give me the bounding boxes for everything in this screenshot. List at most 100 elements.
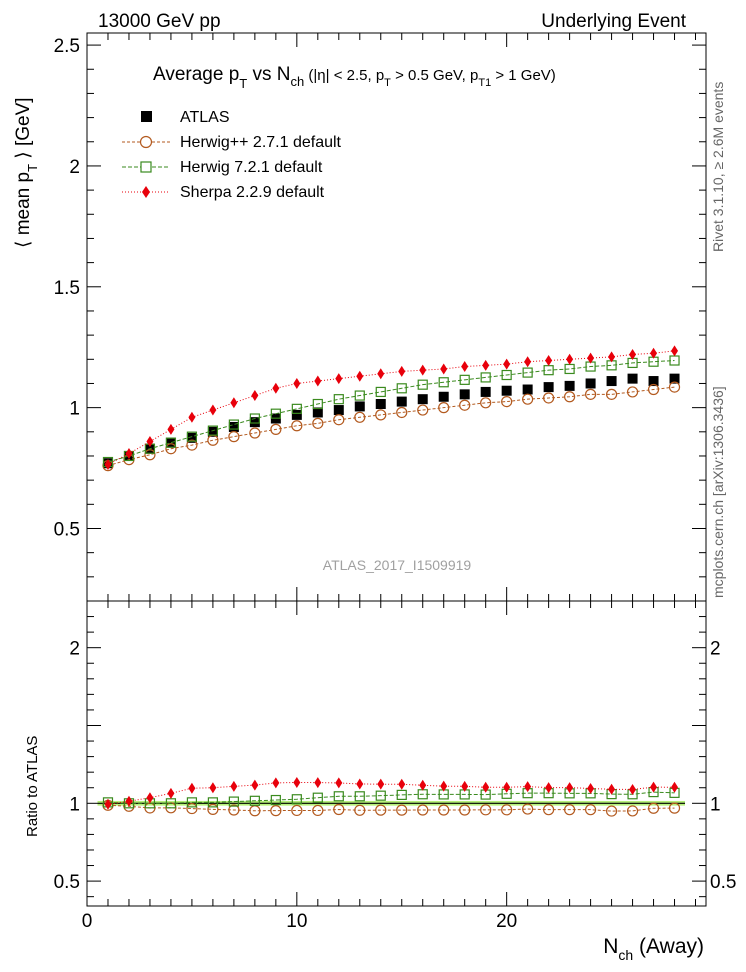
ratio-point-sherpa — [482, 781, 490, 793]
legend-marker-herwigpp — [139, 135, 153, 149]
ratio-line-herwig7 — [107, 791, 675, 804]
main-point-herwigpp — [186, 439, 198, 451]
main-point-atlas — [564, 380, 575, 391]
main-point-atlas — [417, 394, 428, 405]
ratio-point-herwigpp — [291, 804, 303, 817]
ratio-point-herwigpp — [480, 804, 492, 816]
ratio-point-sherpa — [314, 777, 322, 789]
ratio-point-sherpa — [650, 781, 658, 793]
header-category: Underlying Event — [541, 11, 686, 32]
ratio-line-sherpa — [107, 781, 675, 805]
main-point-herwigpp — [333, 414, 345, 426]
ratio-point-herwigpp — [668, 802, 681, 814]
main-y-tick-label: 0.5 — [54, 519, 80, 540]
main-point-sherpa — [104, 458, 112, 470]
main-point-atlas — [501, 385, 512, 396]
ratio-point-herwigpp — [584, 804, 597, 816]
ratio-point-sherpa — [167, 787, 175, 799]
main-point-herwigpp — [647, 383, 660, 396]
main-point-herwigpp — [417, 404, 429, 416]
x-tick-label: 10 — [286, 911, 307, 932]
x-tick-label: 0 — [82, 911, 93, 932]
x-tick-label: 20 — [496, 911, 517, 932]
ratio-y-tick-label: 2 — [69, 639, 80, 660]
analysis-watermark: ATLAS_2017_I1509919 — [323, 557, 472, 573]
ratio-point-sherpa — [125, 795, 133, 807]
main-point-sherpa — [587, 352, 595, 364]
ratio-point-sherpa — [377, 778, 385, 790]
main-point-herwig7 — [501, 369, 512, 381]
main-point-herwig7 — [312, 398, 323, 410]
main-point-atlas — [375, 399, 386, 410]
main-series-sherpa — [104, 345, 679, 470]
main-point-herwigpp — [480, 397, 492, 409]
ratio-point-herwigpp — [501, 804, 513, 816]
main-point-herwigpp — [459, 399, 471, 411]
main-point-atlas — [522, 384, 533, 395]
ratio-point-herwigpp — [459, 804, 471, 816]
ratio-point-sherpa — [419, 779, 427, 791]
ratio-point-sherpa — [209, 782, 217, 794]
plot-title: Average pT vs Nch (|η| < 2.5, pT > 0.5 G… — [153, 64, 556, 91]
main-point-herwigpp — [605, 388, 618, 400]
main-point-atlas — [543, 382, 554, 393]
main-point-sherpa — [377, 368, 385, 380]
main-point-herwig7 — [375, 386, 386, 398]
main-point-sherpa — [167, 423, 175, 435]
main-point-herwigpp — [396, 406, 408, 419]
main-point-sherpa — [440, 363, 448, 375]
main-point-sherpa — [125, 448, 133, 460]
main-point-herwigpp — [564, 391, 576, 403]
ratio-point-sherpa — [587, 783, 595, 795]
main-point-herwigpp — [522, 393, 534, 405]
main-y-tick-label: 1.5 — [54, 278, 80, 299]
ratio-point-herwig7 — [291, 794, 302, 805]
main-point-atlas — [333, 405, 344, 416]
main-point-sherpa — [251, 390, 259, 402]
main-point-herwig7 — [438, 377, 449, 388]
legend-entry-atlas: ATLAS — [141, 109, 230, 126]
ratio-point-sherpa — [608, 783, 616, 795]
main-point-sherpa — [650, 347, 658, 359]
ratio-point-herwig7 — [270, 794, 281, 806]
ratio-reference-band-layer — [97, 800, 686, 806]
main-series-herwigpp — [102, 381, 681, 472]
main-point-herwig7 — [480, 372, 491, 383]
main-y-tick-label: 2.5 — [54, 36, 80, 57]
main-point-herwig7 — [417, 379, 428, 390]
main-point-atlas — [207, 426, 218, 437]
ratio-point-herwig7 — [312, 792, 323, 803]
main-point-herwigpp — [144, 449, 156, 461]
main-point-sherpa — [398, 365, 406, 377]
ratio-point-herwig7 — [186, 797, 198, 808]
legend-label-sherpa: Sherpa 2.2.9 default — [180, 184, 325, 201]
ratio-point-herwig7 — [354, 791, 365, 802]
legend-marker-sherpa — [142, 186, 150, 198]
ratio-point-herwig7 — [249, 795, 260, 806]
main-point-herwig7 — [522, 367, 533, 378]
main-point-herwig7 — [459, 374, 470, 385]
main-point-sherpa — [272, 382, 280, 394]
ratio-line-herwigpp — [107, 804, 675, 812]
main-point-atlas — [354, 401, 365, 412]
ratio-point-herwigpp — [354, 804, 366, 816]
main-point-atlas — [186, 432, 197, 443]
ratio-point-sherpa — [293, 776, 301, 788]
main-point-atlas — [648, 376, 659, 387]
ratio-point-herwigpp — [207, 803, 219, 815]
ratio-point-sherpa — [146, 792, 154, 804]
main-point-sherpa — [461, 361, 469, 373]
main-point-atlas — [312, 407, 323, 418]
ratio-series-sherpa — [104, 776, 679, 810]
main-point-herwigpp — [626, 386, 639, 398]
main-point-sherpa — [629, 348, 637, 360]
main-point-herwigpp — [270, 423, 282, 435]
main-point-atlas — [606, 376, 617, 387]
legend-label-herwig7: Herwig 7.2.1 default — [180, 159, 323, 176]
main-point-sherpa — [503, 358, 511, 370]
main-point-herwig7 — [333, 394, 344, 405]
main-point-herwigpp — [584, 388, 597, 400]
ratio-point-herwigpp — [333, 803, 345, 816]
main-point-atlas — [291, 409, 302, 420]
